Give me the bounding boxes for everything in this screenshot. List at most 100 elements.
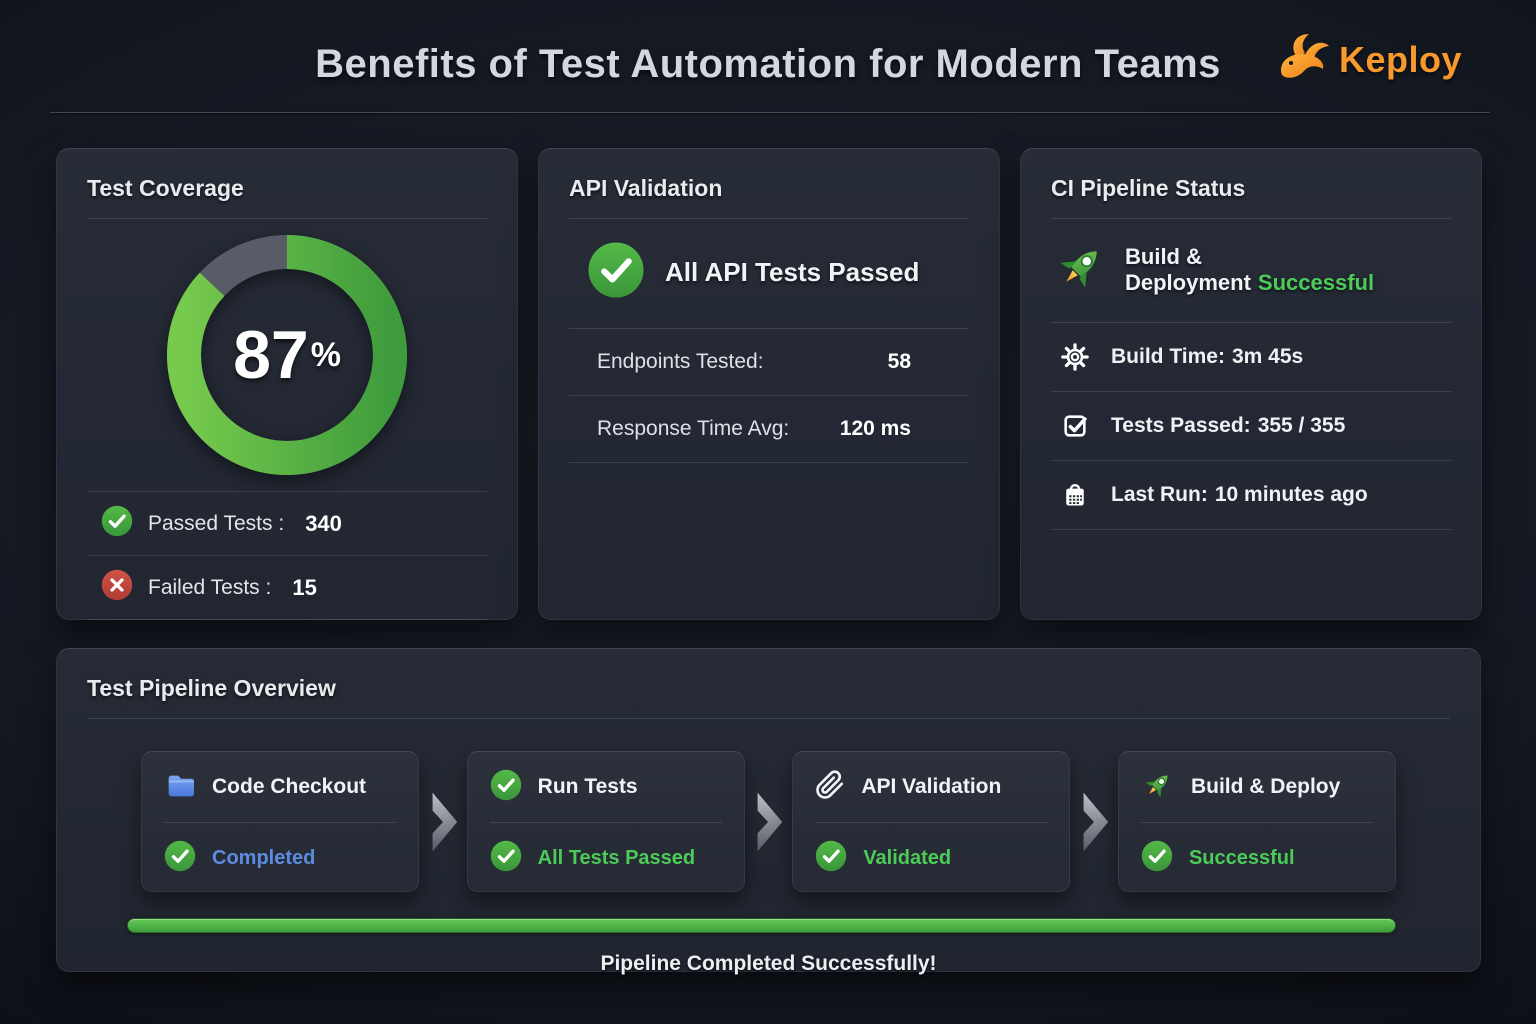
test-pipeline-overview-panel: Test Pipeline Overview Code Checkout <box>56 648 1481 975</box>
coverage-donut-chart: 87 % <box>167 235 407 475</box>
build-time-row: Build Time: 3m 45s <box>1051 323 1451 391</box>
stage-status: Completed <box>212 846 316 869</box>
page-title: Benefits of Test Automation for Modern T… <box>315 42 1221 86</box>
passed-tests-value: 340 <box>305 510 342 536</box>
coverage-percent-symbol: % <box>310 335 341 374</box>
endpoints-tested-value: 58 <box>887 350 911 373</box>
build-time-label: Build Time: <box>1111 345 1225 368</box>
stage-status-row: Validated <box>815 823 1047 893</box>
failed-tests-value: 15 <box>292 574 317 600</box>
stage-status-row: Successful <box>1141 823 1373 893</box>
tests-passed-value: 355 / 355 <box>1257 414 1346 437</box>
stage-name-row: API Validation <box>815 752 1047 822</box>
coverage-percent: 87 <box>233 317 309 393</box>
ci-pipeline-card: CI Pipeline Status Build & Deployment <box>1020 148 1482 620</box>
divider <box>1051 529 1451 530</box>
failed-tests-label: Failed Tests : <box>148 575 272 599</box>
stage-status-row: Completed <box>164 823 396 893</box>
build-deployment-status-row: Build & Deployment Successful <box>1053 239 1451 300</box>
check-circle-icon <box>587 241 645 304</box>
last-run-row: Last Run: 10 minutes ago <box>1051 461 1451 529</box>
tests-passed-label: Tests Passed: <box>1111 414 1251 437</box>
rocket-icon <box>1141 768 1175 807</box>
stage-name: Code Checkout <box>212 775 367 798</box>
stage-status-row: All Tests Passed <box>490 823 722 893</box>
pipeline-footer-text: Pipeline Completed Successfully! <box>600 952 937 975</box>
divider <box>87 491 487 492</box>
tests-passed-text: Tests Passed: 355 / 355 <box>1111 414 1345 438</box>
divider <box>489 822 722 823</box>
stage-name-row: Code Checkout <box>164 752 396 822</box>
stage-status: Validated <box>863 846 952 869</box>
endpoints-tested-row: Endpoints Tested: 58 <box>569 329 969 395</box>
response-time-row: Response Time Avg: 120 ms <box>569 396 969 462</box>
api-status-row: All API Tests Passed <box>587 241 969 304</box>
checkbox-icon <box>1061 412 1089 440</box>
check-circle-icon <box>1141 840 1173 877</box>
stage-name: Build & Deploy <box>1190 775 1341 798</box>
divider <box>1051 322 1451 323</box>
test-coverage-title: Test Coverage <box>87 175 244 201</box>
pipeline-stages-row: Code Checkout Completed <box>87 751 1450 892</box>
divider <box>1051 460 1451 461</box>
check-circle-icon <box>815 840 847 877</box>
pipeline-progress-bar <box>127 918 1396 933</box>
arrow-right-icon <box>750 784 786 860</box>
keploy-wordmark: Keploy <box>1338 38 1462 80</box>
arrow-right-icon <box>1076 784 1112 860</box>
response-time-label: Response Time Avg: <box>597 417 790 440</box>
endpoints-tested-label: Endpoints Tested: <box>597 350 764 373</box>
divider <box>569 395 969 396</box>
arrow-right-icon <box>425 784 461 860</box>
folder-icon <box>164 769 196 806</box>
stage-name: API Validation <box>861 775 1002 798</box>
calendar-icon <box>1061 481 1089 509</box>
stage-build-deploy: Build & Deploy Successful <box>1117 751 1396 893</box>
api-validation-card: API Validation All API Tests Passed Endp… <box>538 148 1000 620</box>
last-run-value: 10 minutes ago <box>1214 483 1368 506</box>
check-circle-icon <box>490 840 522 877</box>
divider <box>569 328 969 329</box>
header-divider <box>50 112 1490 113</box>
divider <box>1140 822 1373 823</box>
divider <box>1051 218 1451 219</box>
last-run-text: Last Run: 10 minutes ago <box>1111 483 1368 507</box>
divider <box>569 462 969 463</box>
tests-passed-row: Tests Passed: 355 / 355 <box>1051 392 1451 460</box>
passed-tests-label: Passed Tests : <box>148 511 285 535</box>
divider <box>87 555 487 556</box>
test-coverage-card: Test Coverage 87 % <box>56 148 518 620</box>
divider <box>87 218 487 219</box>
stage-code-checkout: Code Checkout Completed <box>141 751 419 892</box>
gear-icon <box>1061 343 1089 371</box>
paperclip-icon <box>815 769 845 805</box>
donut-arc <box>167 235 407 475</box>
x-circle-icon <box>101 569 133 606</box>
api-status-text: All API Tests Passed <box>665 257 920 287</box>
divider <box>87 718 1450 719</box>
build-time-text: Build Time: 3m 45s <box>1111 345 1303 369</box>
response-time-value: 120 ms <box>839 417 911 440</box>
build-deployment-label: Build & Deployment <box>1125 243 1251 295</box>
failed-tests-row: Failed Tests : 15 <box>87 556 487 619</box>
donut-center-label: 87 % <box>167 235 407 475</box>
last-run-label: Last Run: <box>1111 483 1208 506</box>
api-validation-title: API Validation <box>569 175 723 201</box>
stage-run-tests: Run Tests All Tests Passed <box>466 751 745 893</box>
build-deployment-successful: Successful <box>1257 269 1375 295</box>
check-circle-icon <box>164 840 196 877</box>
stage-api-validation: API Validation Validated <box>792 751 1071 893</box>
divider <box>164 822 396 823</box>
keploy-logo: Keploy <box>1275 30 1462 89</box>
pipeline-title: Test Pipeline Overview <box>87 675 336 701</box>
stage-status: All Tests Passed <box>537 846 696 869</box>
stage-status: Successful <box>1188 846 1295 869</box>
keploy-rabbit-icon <box>1275 30 1333 89</box>
build-time-value: 3m 45s <box>1231 345 1304 368</box>
top-cards-row: Test Coverage 87 % <box>56 148 1482 620</box>
check-circle-icon <box>101 505 133 542</box>
stage-name-row: Run Tests <box>490 752 722 822</box>
stage-name-row: Build & Deploy <box>1141 752 1373 822</box>
divider <box>815 822 1048 823</box>
